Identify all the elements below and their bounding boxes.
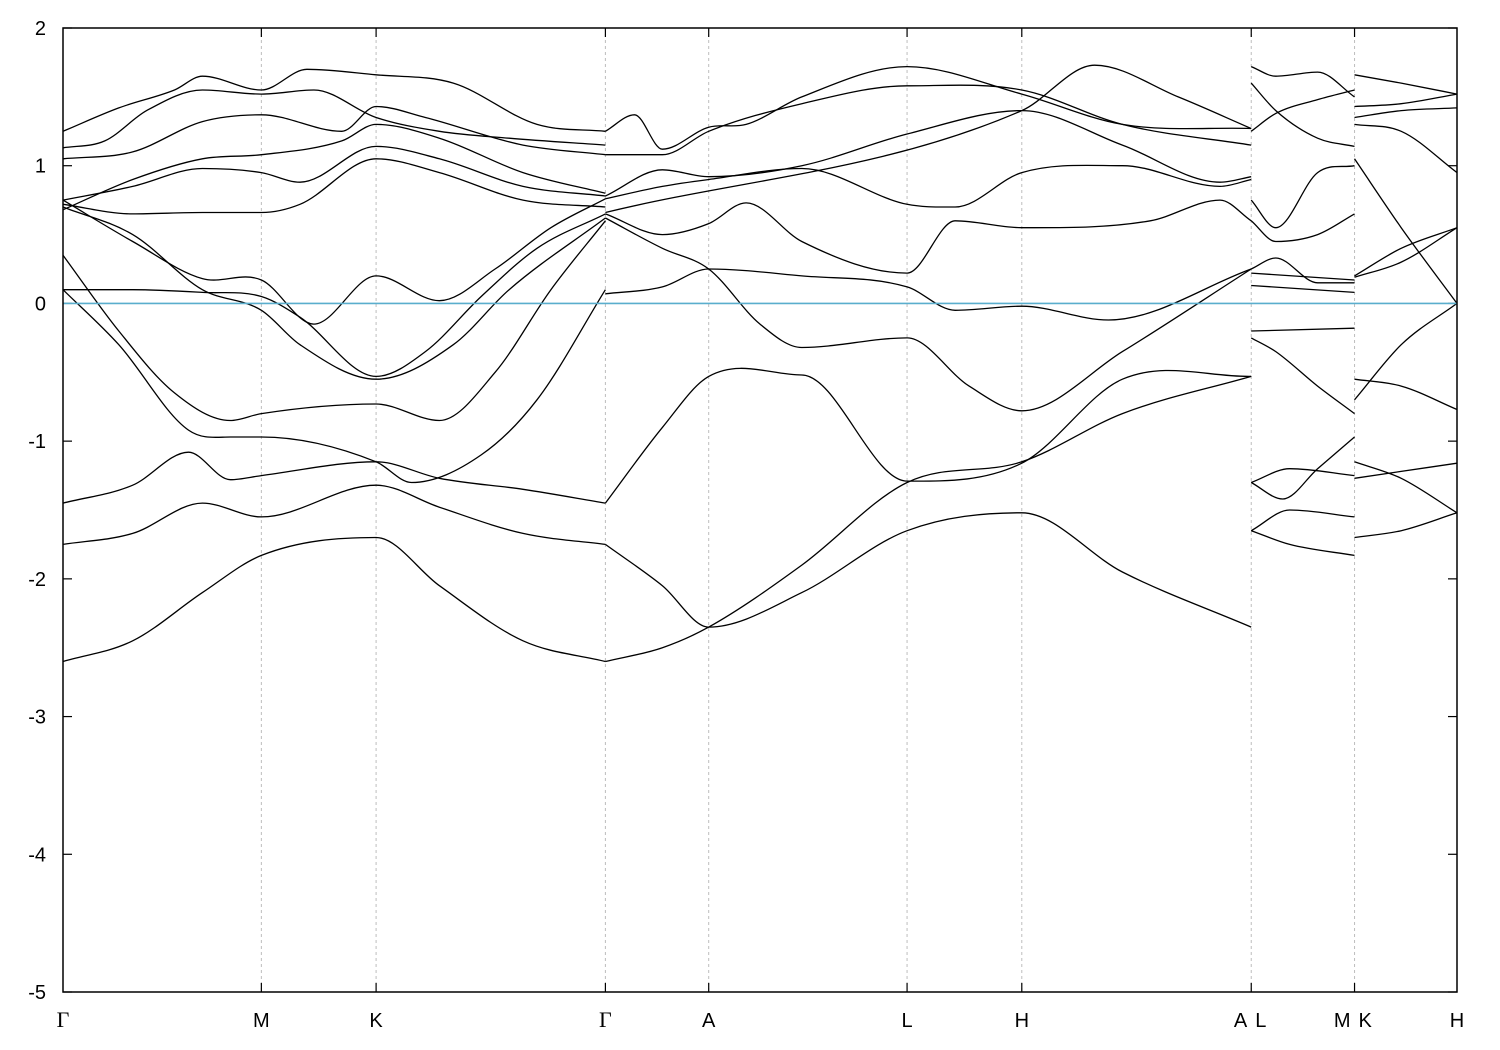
- kpoint-label: Γ: [599, 1007, 612, 1032]
- band-line: [605, 375, 1252, 663]
- band-line: [1354, 227, 1458, 278]
- band-line: [605, 64, 1252, 214]
- kpoint-label: M: [253, 1010, 270, 1032]
- band-line: [1354, 123, 1458, 174]
- y-tick-label: -4: [28, 844, 46, 866]
- kpoint-label: A: [1234, 1010, 1248, 1032]
- y-tick-label: -1: [28, 431, 46, 453]
- band-line: [1354, 93, 1458, 108]
- band-line: [62, 451, 606, 504]
- band-segment: [1250, 65, 1355, 557]
- band-line: [1354, 461, 1458, 514]
- kpoint-label: M: [1334, 1010, 1351, 1032]
- band-line: [1251, 327, 1355, 332]
- kpoint-label: L: [1255, 1010, 1266, 1032]
- band-line: [1250, 530, 1355, 557]
- band-line: [62, 89, 606, 149]
- kpoint-label: A: [702, 1010, 716, 1032]
- band-line: [62, 105, 606, 160]
- band-line: [62, 536, 606, 663]
- kpoint-label: Γ: [57, 1007, 70, 1032]
- plot-frame: [62, 27, 1458, 993]
- y-tick-label: 0: [35, 293, 46, 315]
- band-line: [1250, 65, 1355, 98]
- band-line: [605, 65, 1252, 150]
- kpoint-label: H: [1450, 1010, 1464, 1032]
- band-segment: [62, 68, 606, 663]
- kpoint-label: K: [1359, 1010, 1373, 1032]
- band-line: [62, 198, 606, 325]
- y-tick-label: -5: [28, 982, 46, 1004]
- band-line: [605, 268, 1252, 321]
- band-line: [1353, 158, 1458, 304]
- band-segment: [604, 64, 1252, 663]
- band-line: [1250, 213, 1355, 243]
- band-line: [62, 158, 606, 215]
- band-line: [605, 109, 1252, 197]
- band-line: [1250, 89, 1355, 132]
- band-line: [1354, 107, 1458, 119]
- band-line: [1250, 337, 1355, 415]
- band-line: [1354, 462, 1458, 479]
- band-line: [62, 220, 606, 422]
- y-tick-label: -3: [28, 707, 46, 729]
- band-line: [62, 289, 606, 484]
- band-line: [1354, 227, 1458, 277]
- band-line: [605, 512, 1252, 628]
- band-line: [1250, 509, 1355, 532]
- y-tick-label: 1: [35, 156, 46, 178]
- high-symmetry-gridlines: [260, 28, 1356, 992]
- band-line: [62, 145, 606, 201]
- kpoint-label: H: [1015, 1010, 1029, 1032]
- band-line: [1251, 284, 1355, 294]
- band-line: [1251, 272, 1355, 281]
- band-line: [1250, 468, 1355, 484]
- band-line: [62, 123, 606, 211]
- y-axis: 2 1 0 -1 -2 -3 -4 -5: [28, 18, 1457, 1004]
- band-line: [1250, 82, 1355, 148]
- band-line: [605, 199, 1252, 274]
- band-line: [1354, 302, 1458, 401]
- band-line: [62, 213, 606, 378]
- band-segment: [1353, 74, 1458, 539]
- band-line: [604, 367, 1252, 504]
- band-line: [1354, 512, 1458, 539]
- band-line: [1354, 74, 1458, 95]
- y-tick-label: -2: [28, 569, 46, 591]
- kpoint-label: K: [369, 1010, 383, 1032]
- band-line: [1354, 378, 1458, 411]
- band-line: [605, 164, 1252, 208]
- band-lines: [62, 64, 1458, 663]
- band-line: [62, 68, 606, 132]
- band-line: [62, 206, 606, 380]
- band-line: [62, 484, 606, 546]
- kpoint-label: L: [902, 1010, 913, 1032]
- band-line: [1250, 436, 1355, 500]
- band-line: [605, 217, 1252, 412]
- band-line: [1250, 165, 1355, 229]
- y-tick-label: 2: [35, 18, 46, 40]
- band-line: [1250, 257, 1355, 284]
